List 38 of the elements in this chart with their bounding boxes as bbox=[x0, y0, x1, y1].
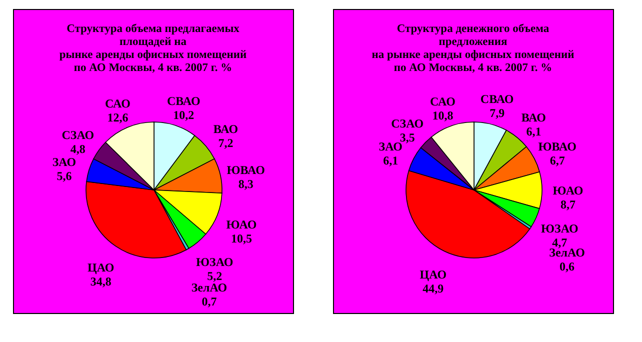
data-label: 10,2 bbox=[173, 108, 194, 122]
slice-label: ЗАО bbox=[52, 155, 76, 170]
data-label: 12,6 bbox=[107, 110, 128, 124]
data-label: 7,2 bbox=[218, 136, 234, 150]
slice-label: ЮАО bbox=[552, 183, 584, 198]
slice-label: СВАО bbox=[480, 92, 514, 106]
slice-label: СВАО bbox=[166, 94, 200, 108]
data-label: 10,8 bbox=[432, 108, 454, 122]
slice-label: ЮВАО bbox=[538, 140, 576, 154]
data-label: 5,2 bbox=[207, 268, 222, 283]
data-label: 4,8 bbox=[70, 142, 86, 156]
data-label: 8,3 bbox=[238, 176, 254, 191]
slice-label: ВАО bbox=[521, 110, 546, 124]
slice-label: ЮЗАО bbox=[196, 254, 234, 269]
slice-label: СЗАО bbox=[391, 116, 424, 131]
data-label: 0,6 bbox=[560, 259, 575, 274]
data-label: 6,1 bbox=[526, 124, 542, 138]
data-label: 10,5 bbox=[230, 232, 252, 246]
data-label: 0,7 bbox=[202, 294, 217, 308]
slice-label: ВАО bbox=[213, 122, 238, 136]
data-label: 8,7 bbox=[560, 197, 576, 212]
slice-label: САО bbox=[104, 96, 130, 110]
slice-label: САО bbox=[430, 94, 456, 108]
data-label: 34,8 bbox=[90, 274, 112, 289]
data-label: 6,1 bbox=[383, 154, 398, 168]
data-label: 6,7 bbox=[550, 154, 565, 168]
chart-title: Структура объема предлагаемых площадей на рынке аренды офисных помещений по АО Москвы, 4 кв. 2007 г. % bbox=[59, 23, 248, 74]
slice-label: ЮЗАО bbox=[541, 222, 578, 236]
data-label: 44,9 bbox=[422, 282, 444, 296]
slice-label: ЦАО bbox=[88, 260, 114, 275]
chart-title: Структура денежного объема предложения на рынке аренды офисных помещений по АО Москвы, 4 кв. 2007 г. % bbox=[372, 23, 575, 74]
slice-label: ЮВАО bbox=[226, 162, 265, 177]
data-label: 7,9 bbox=[490, 106, 505, 120]
slice-label: СЗАО bbox=[62, 128, 94, 142]
slice-label: ЮАО bbox=[226, 218, 257, 232]
slice-label: ЦАО bbox=[420, 268, 447, 282]
data-label: 5,6 bbox=[56, 169, 72, 184]
slice-label: ЗелАО bbox=[191, 280, 228, 294]
